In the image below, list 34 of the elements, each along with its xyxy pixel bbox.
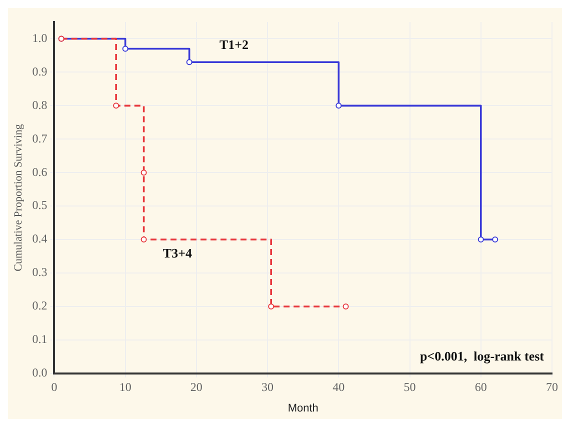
point bbox=[492, 236, 498, 243]
annotation: p<0.001, log-rank test bbox=[420, 348, 545, 364]
y-tick-label: 0.8 bbox=[32, 98, 48, 112]
x-tick-label: 40 bbox=[332, 380, 345, 394]
y-tick-label: 0.4 bbox=[32, 232, 48, 246]
y-axis-title: Cumulative Proportion Surviving bbox=[12, 124, 24, 272]
series-label: T3+4 bbox=[162, 245, 192, 260]
point bbox=[478, 236, 484, 243]
x-tick-label: 70 bbox=[546, 380, 558, 394]
y-tick-label: 0.0 bbox=[32, 366, 48, 380]
point bbox=[268, 303, 274, 310]
x-tick-label: 60 bbox=[474, 380, 487, 394]
y-tick-label: 0.6 bbox=[32, 164, 48, 179]
x-tick-label: 20 bbox=[190, 380, 202, 394]
x-tick-label: 50 bbox=[404, 380, 416, 394]
y-tick-label: 1.0 bbox=[32, 30, 48, 45]
point bbox=[186, 59, 192, 66]
x-tick-label: 30 bbox=[262, 380, 274, 394]
y-tick-label: 0.2 bbox=[32, 298, 48, 313]
y-tick-label: 0.3 bbox=[32, 265, 48, 280]
point bbox=[140, 170, 147, 176]
point bbox=[140, 236, 147, 243]
point bbox=[336, 102, 342, 109]
y-tick-label: 0.5 bbox=[32, 198, 48, 212]
point bbox=[122, 46, 128, 52]
series-label: T1+2 bbox=[219, 37, 249, 52]
x-tick-label: 10 bbox=[119, 380, 132, 394]
point bbox=[113, 102, 120, 109]
x-axis-title: Month bbox=[288, 402, 318, 414]
y-tick-label: 0.9 bbox=[32, 64, 48, 78]
y-tick-label: 0.7 bbox=[32, 131, 48, 146]
point bbox=[342, 303, 349, 310]
x-tick-label: 0 bbox=[51, 380, 58, 394]
y-tick-label: 0.1 bbox=[32, 332, 48, 346]
